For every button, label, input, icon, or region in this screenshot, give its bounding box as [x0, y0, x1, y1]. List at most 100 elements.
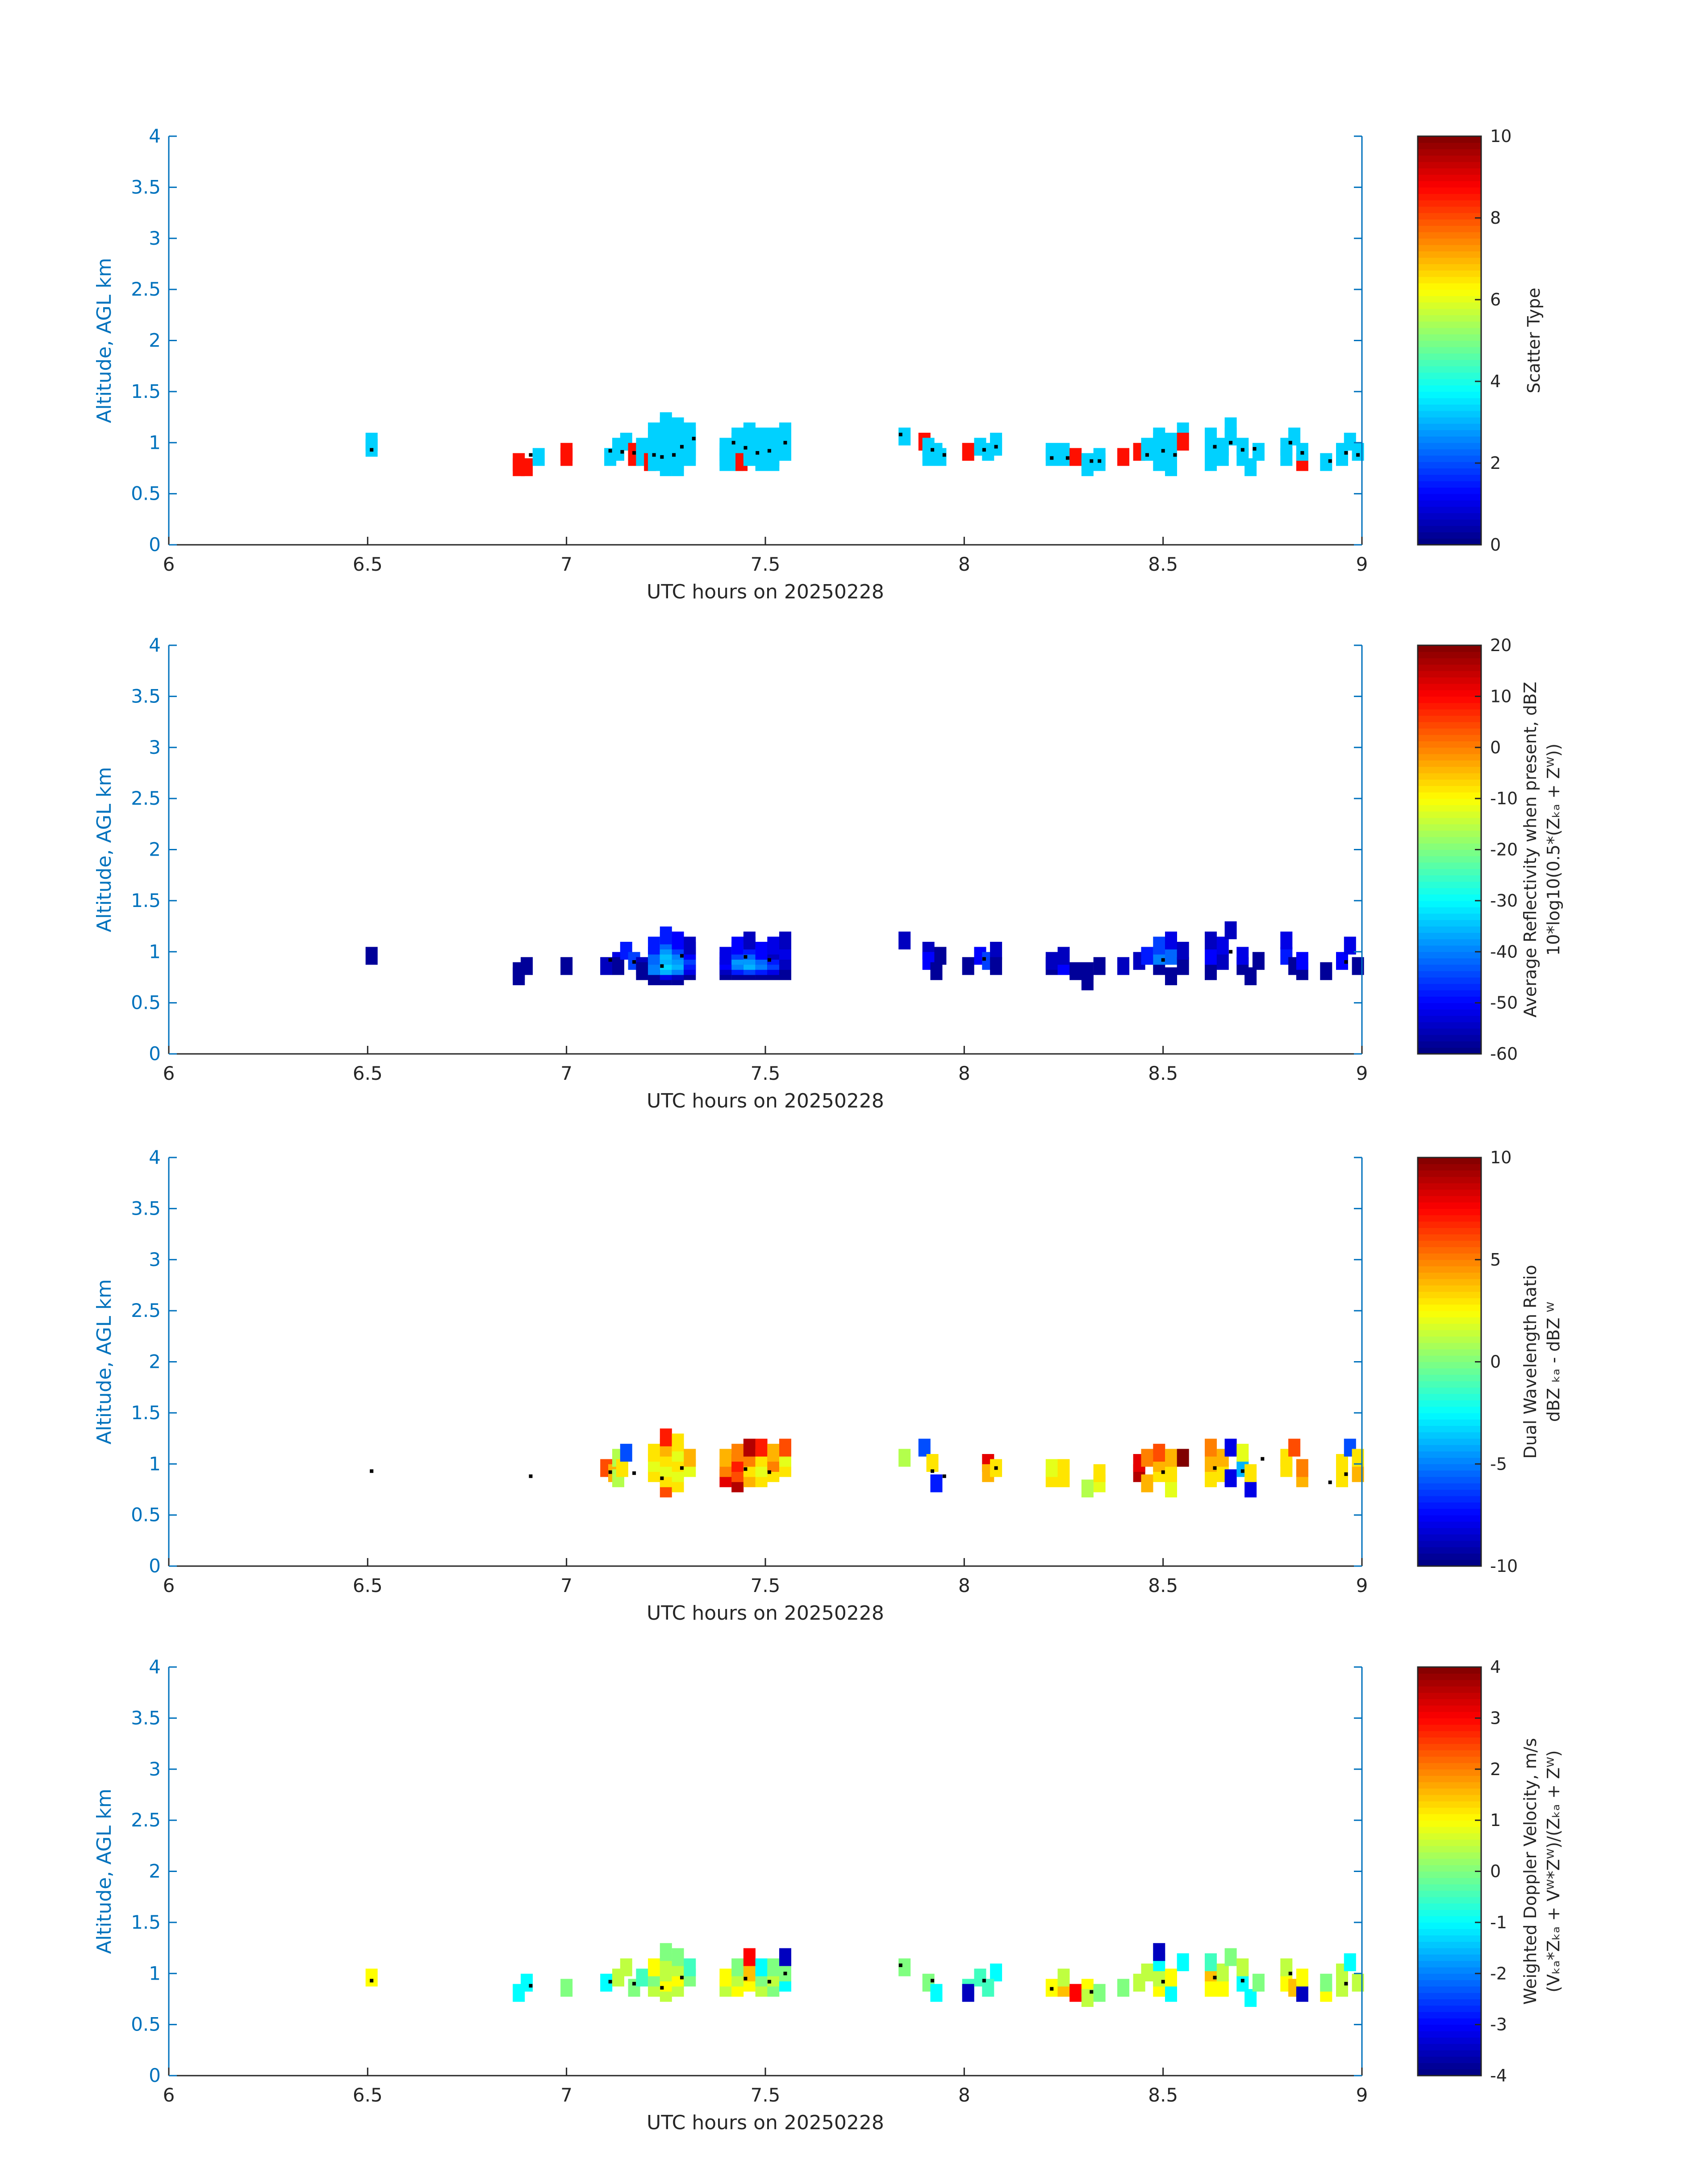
colorbar-segment [1418, 1195, 1481, 1203]
colorbar-segment [1418, 1903, 1481, 1910]
cloud-base-marker [1213, 1466, 1217, 1470]
colorbar-segment [1418, 1973, 1481, 1981]
colorbar-segment [1418, 359, 1481, 367]
colorbar-segment [1418, 1412, 1481, 1420]
colorbar-segment [1418, 1521, 1481, 1528]
data-cell [926, 1454, 939, 1472]
y-tick-label: 2 [149, 839, 161, 861]
colorbar-segment [1418, 302, 1481, 309]
cloud-base-marker [608, 958, 612, 962]
colorbar-segment [1418, 142, 1481, 150]
data-cell [743, 932, 756, 950]
data-cell [1117, 448, 1130, 466]
y-tick-label: 1 [149, 1962, 161, 1984]
colorbar-segment [1418, 1890, 1481, 1897]
x-tick-label: 6.5 [353, 2084, 383, 2106]
colorbar-label: Dual Wavelength Ratio [1520, 1265, 1540, 1458]
data-cell [1081, 972, 1094, 990]
colorbar-segment [1418, 257, 1481, 264]
colorbar-segment [1418, 481, 1481, 488]
cloud-base-marker [1300, 451, 1304, 455]
cloud-base-marker [942, 1474, 946, 1478]
cloud-base-marker [608, 449, 612, 453]
colorbar-segment [1418, 652, 1481, 659]
colorbar-segment [1418, 1157, 1481, 1164]
data-cell [1093, 1464, 1106, 1482]
data-cell [962, 1984, 974, 2002]
colorbar-segment [1418, 181, 1481, 188]
data-cell [521, 1973, 533, 1992]
data-cell [1320, 962, 1332, 980]
colorbar-tick-label: -30 [1490, 891, 1518, 911]
colorbar-segment [1418, 1782, 1481, 1789]
colorbar-segment [1418, 1476, 1481, 1483]
colorbar-segment [1418, 1852, 1481, 1859]
cloud-base-markers [608, 950, 1348, 968]
colorbar-segment [1418, 1954, 1481, 1961]
cloud-base-marker [680, 1976, 684, 1980]
data-cell [1224, 921, 1237, 940]
data-cells [365, 1943, 1364, 2007]
cloud-base-marker [1328, 1480, 1332, 1484]
colorbar-segment [1418, 385, 1481, 392]
colorbar-segment [1418, 671, 1481, 678]
colorbar: 0 2 4 6 8 10 Scatter Type [1417, 126, 1544, 555]
data-cell [930, 962, 943, 980]
data-cell [1165, 967, 1177, 986]
cloud-base-marker [529, 1474, 533, 1478]
data-cell [1296, 1984, 1308, 2002]
cloud-base-marker [680, 1466, 684, 1470]
data-cell [1224, 1438, 1237, 1457]
cloud-base-marker [767, 1470, 771, 1474]
data-cell [1296, 1459, 1308, 1477]
data-cell [684, 1958, 696, 1976]
y-tick-label: 3 [149, 1249, 161, 1270]
colorbar-segment [1418, 945, 1481, 952]
colorbar-segment [1418, 519, 1481, 526]
colorbar-segment [1418, 353, 1481, 360]
colorbar-segment [1418, 410, 1481, 418]
data-cell [1252, 1973, 1265, 1992]
data-cell [560, 957, 573, 975]
cloud-base-marker [660, 455, 664, 459]
data-cell [1236, 438, 1249, 456]
cloud-base-marker [1344, 451, 1348, 455]
data-cell [767, 1444, 780, 1462]
data-cell [1093, 1984, 1106, 2002]
cloud-base-marker [1253, 447, 1257, 451]
colorbar-segment [1418, 658, 1481, 665]
y-axis-label: Altitude, AGL km [93, 1788, 116, 1954]
data-cell [918, 1438, 931, 1457]
data-cell [660, 1943, 672, 1961]
colorbar-segment [1418, 187, 1481, 194]
data-cell [990, 957, 1002, 975]
colorbar-segment [1418, 174, 1481, 181]
data-cell [1252, 443, 1265, 461]
colorbar-segment [1418, 366, 1481, 373]
data-cell [1336, 1454, 1348, 1472]
colorbar-segment [1418, 1381, 1481, 1388]
cloud-base-marker [529, 1984, 533, 1988]
colorbar-tick-label: 0 [1490, 738, 1501, 757]
colorbar-segment [1418, 862, 1481, 869]
colorbar-segment [1418, 1362, 1481, 1369]
data-cell [990, 1964, 1002, 1981]
colorbar-segment [1418, 1183, 1481, 1190]
colorbar-segment [1418, 2005, 1481, 2012]
data-cell [898, 1449, 911, 1467]
data-cell [1141, 947, 1153, 965]
colorbar-segment [1418, 1705, 1481, 1712]
colorbar-segment [1418, 347, 1481, 354]
x-tick-label: 7 [560, 553, 572, 575]
colorbar-segment [1418, 1865, 1481, 1872]
data-cell [1141, 1449, 1153, 1467]
cloud-base-marker [1161, 958, 1165, 962]
data-cell [560, 1979, 573, 1997]
colorbar-segment [1418, 423, 1481, 430]
colorbar-segment [1418, 1009, 1481, 1016]
colorbar-segment [1418, 1330, 1481, 1337]
colorbar-segment [1418, 2069, 1481, 2076]
colorbar-tick-label: 3 [1490, 1708, 1501, 1728]
cloud-base-marker [1240, 448, 1244, 452]
cloud-base-marker [767, 1980, 771, 1984]
